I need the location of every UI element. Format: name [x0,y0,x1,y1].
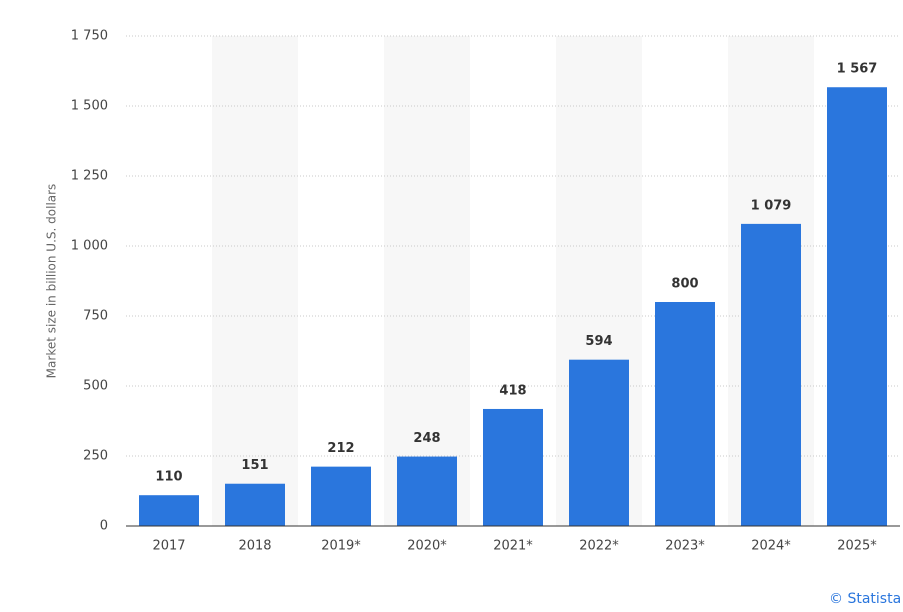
bar [569,359,629,526]
value-label: 248 [413,431,440,446]
bar [311,466,371,526]
band-shade [384,36,470,526]
credit[interactable]: © Statista [829,591,901,607]
x-tick-label: 2021* [493,539,533,554]
value-label: 1 567 [837,62,878,77]
band-shade [212,36,298,526]
value-label: 594 [585,334,612,349]
bar [741,223,801,526]
y-tick-label: 250 [83,449,108,464]
x-tick-label: 2024* [751,539,791,554]
x-tick-label: 2025* [837,539,877,554]
y-tick-label: 0 [100,519,108,534]
x-tick-label: 2018 [238,539,271,554]
value-label: 212 [327,441,354,456]
value-label: 418 [499,383,526,398]
x-tick-label: 2019* [321,539,361,554]
bar [483,408,543,526]
bar [655,302,715,526]
y-tick-label: 1 750 [71,29,108,44]
y-tick-label: 1 500 [71,99,108,114]
value-label: 110 [155,470,182,485]
y-tick-label: 1 000 [71,239,108,254]
bar [225,483,285,526]
x-tick-label: 2020* [407,539,447,554]
x-tick-label: 2017 [152,539,185,554]
bar [139,495,199,526]
value-label: 800 [671,277,698,292]
y-tick-label: 500 [83,379,108,394]
bar [827,87,887,527]
y-tick-label: 750 [83,309,108,324]
y-axis-label: Market size in billion U.S. dollars [45,184,59,379]
value-label: 1 079 [751,198,792,213]
value-label: 151 [241,458,268,473]
y-tick-label: 1 250 [71,169,108,184]
x-tick-label: 2022* [579,539,619,554]
x-tick-label: 2023* [665,539,705,554]
bar [397,456,457,526]
